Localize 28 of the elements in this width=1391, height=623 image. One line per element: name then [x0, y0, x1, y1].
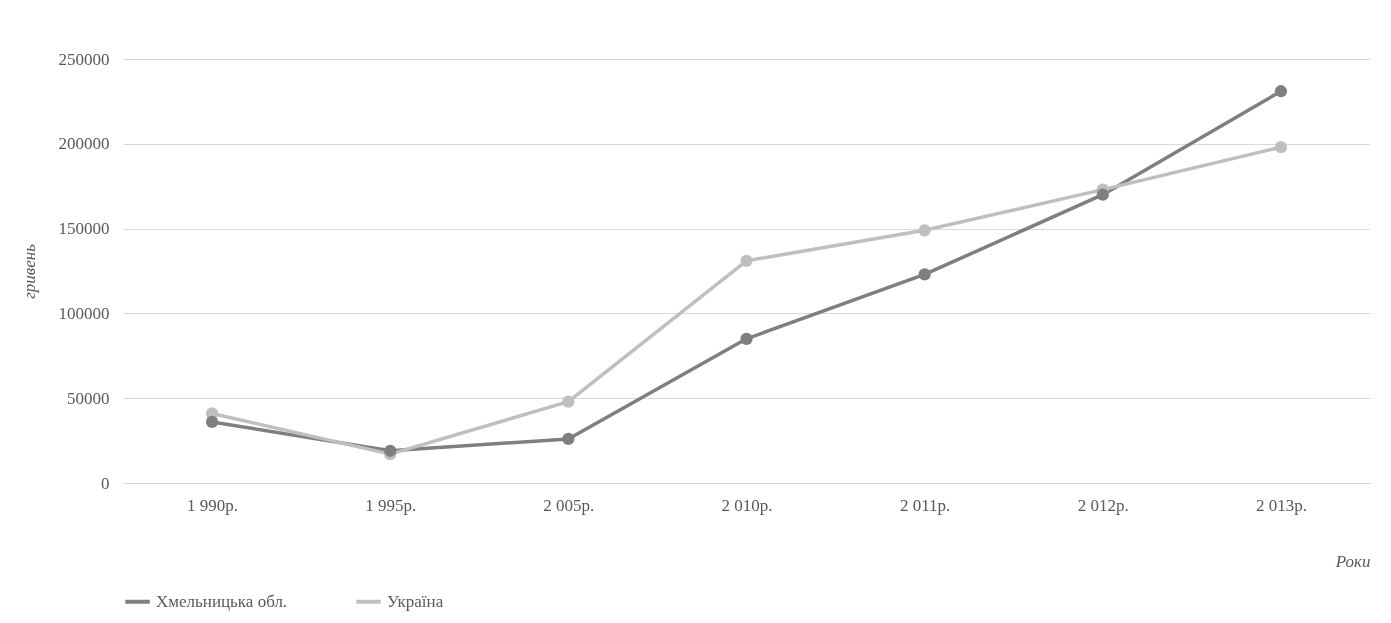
x-tick-label: 2 011р.	[899, 495, 951, 515]
y-tick-label: 100000	[58, 303, 110, 323]
legend-label: Хмельницька обл.	[156, 591, 288, 611]
x-tick-label: 2 013р.	[1255, 495, 1307, 515]
x-tick-label: 2 005р.	[543, 495, 595, 515]
x-tick-label: 1 990р.	[187, 495, 239, 515]
point	[740, 254, 753, 267]
y-tick-label: 50000	[67, 388, 110, 408]
point	[562, 395, 575, 408]
point	[1274, 85, 1288, 98]
y-tick-label: 200000	[58, 134, 110, 154]
point	[1096, 188, 1109, 201]
y-tick-label: 0	[101, 473, 110, 493]
point	[1274, 141, 1288, 154]
x-tick-label: 1 995р.	[365, 495, 417, 515]
x-tick-label: 2 012р.	[1077, 495, 1129, 515]
point	[918, 268, 931, 281]
x-axis-title: Роки	[1334, 551, 1371, 571]
y-tick-label: 150000	[58, 219, 110, 239]
y-axis-title: гривень	[19, 243, 39, 299]
point	[205, 415, 219, 429]
x-tick-label: 2 010р.	[721, 495, 773, 515]
point	[562, 432, 575, 446]
point	[384, 444, 397, 457]
legend-label: Україна	[387, 591, 444, 611]
y-tick-label: 250000	[58, 49, 110, 69]
point	[740, 332, 753, 345]
point	[918, 224, 931, 237]
